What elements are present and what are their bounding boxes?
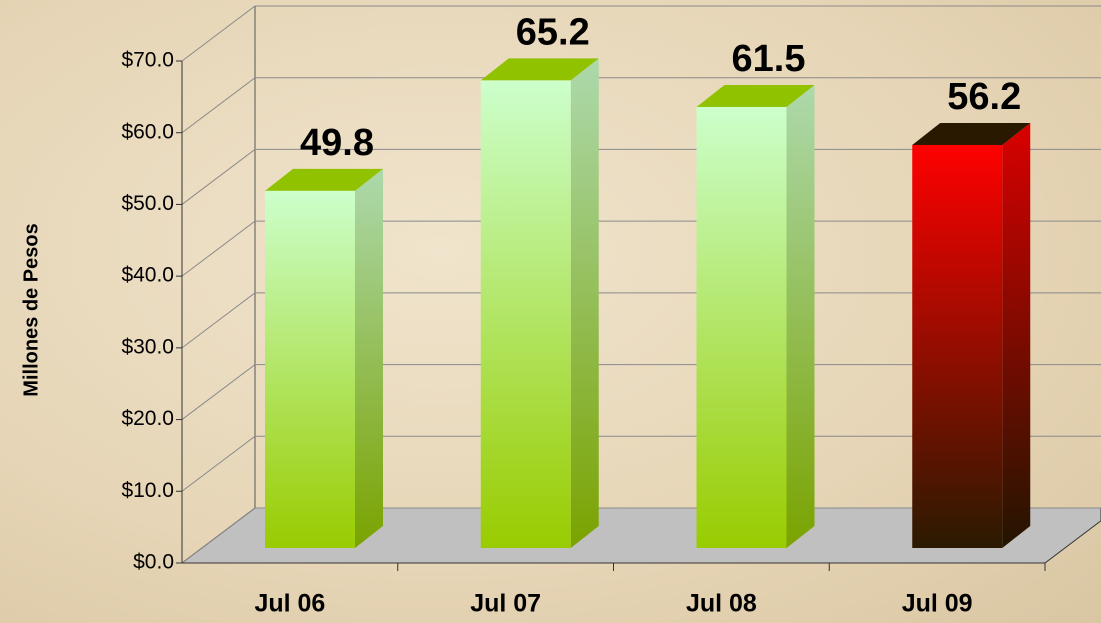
bar (696, 106, 787, 548)
grid-line (181, 220, 1101, 277)
grid-line (181, 364, 1101, 420)
value-label: 56.2 (947, 76, 1021, 118)
grid-line (181, 435, 1101, 492)
x-tick-label: Jul 07 (470, 590, 541, 618)
bar-top (912, 122, 1031, 145)
bar-side (786, 84, 815, 548)
bar (912, 144, 1003, 549)
value-label: 61.5 (732, 38, 806, 80)
grid-line (181, 292, 1101, 349)
value-label: 65.2 (516, 11, 590, 53)
grid-line (181, 148, 1101, 205)
bar-side (570, 58, 599, 549)
bar-top (696, 84, 815, 107)
x-tick-label: Jul 06 (254, 590, 325, 618)
x-tick-label: Jul 08 (686, 590, 757, 618)
y-tick-label: $20.0 (121, 407, 174, 430)
bar-side (355, 168, 383, 548)
y-tick-label: $10.0 (121, 479, 174, 502)
value-label: 49.8 (300, 122, 374, 164)
y-tick-label: $30.0 (121, 335, 174, 358)
y-tick-label: $50.0 (121, 192, 174, 215)
bar-top (480, 58, 599, 81)
bar-side (1002, 122, 1031, 549)
grid-line (181, 507, 1101, 564)
y-tick-label: $0.0 (133, 551, 174, 574)
grid-line (181, 77, 1101, 134)
y-tick-label: $60.0 (121, 120, 174, 143)
y-axis-label: Millones de Pesos (20, 223, 42, 396)
y-tick-label: $70.0 (121, 49, 174, 72)
x-tick-label: Jul 09 (902, 590, 973, 618)
bar (480, 80, 571, 549)
bar (265, 190, 355, 548)
bar-top (265, 168, 383, 191)
y-tick-label: $40.0 (121, 264, 174, 287)
grid-line (181, 5, 1101, 62)
